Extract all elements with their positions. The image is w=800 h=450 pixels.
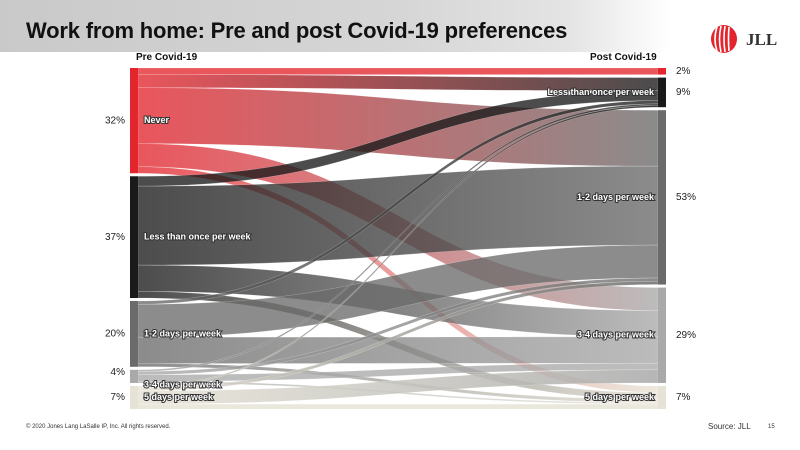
right-node-never (658, 68, 666, 75)
right-node-three_four (658, 287, 666, 383)
logo-text: JLL (746, 30, 778, 49)
left-label-never: Never (144, 115, 170, 125)
source-note: Source: JLL (708, 422, 751, 431)
copyright: © 2020 Jones Lang LaSalle IP, Inc. All r… (26, 424, 171, 430)
right-pct-less_than_once: 9% (676, 87, 691, 98)
left-label-three_four: 3-4 days per week (144, 379, 222, 389)
left-column-header: Pre Covid-19 (136, 52, 198, 63)
right-label-one_two: 1-2 days per week (577, 192, 655, 202)
left-pct-never: 32% (105, 115, 125, 126)
right-pct-five: 7% (676, 392, 691, 403)
left-node-five (130, 385, 138, 409)
right-label-three_four: 3-4 days per week (577, 330, 655, 340)
flow-five-to-five (137, 403, 659, 410)
page-title: Work from home: Pre and post Covid-19 pr… (26, 18, 568, 43)
right-label-five: 5 days per week (585, 392, 655, 402)
left-pct-less_than_once: 37% (105, 232, 125, 243)
right-pct-three_four: 29% (676, 330, 696, 341)
left-label-one_two: 1-2 days per week (144, 328, 222, 338)
right-node-five (658, 385, 666, 409)
left-pct-three_four: 4% (111, 367, 126, 378)
right-pct-one_two: 53% (676, 192, 696, 203)
left-node-less_than_once (130, 176, 138, 299)
page-number: 15 (768, 424, 775, 430)
right-column-header: Post Covid-19 (590, 52, 657, 63)
left-label-less_than_once: Less than once per week (144, 232, 252, 242)
right-node-one_two (658, 110, 666, 285)
left-node-never (130, 68, 138, 174)
title-band (0, 0, 670, 52)
left-label-five: 5 days per week (144, 392, 214, 402)
left-pct-one_two: 20% (105, 329, 125, 340)
flow-never-to-never (137, 67, 659, 75)
right-node-less_than_once (658, 77, 666, 108)
flow-one_two-to-three_four (137, 336, 659, 364)
jll-logo-icon (711, 25, 737, 53)
left-node-one_two (130, 301, 138, 367)
left-node-three_four (130, 369, 138, 383)
right-pct-never: 2% (676, 66, 691, 77)
right-label-less_than_once: Less than once per week (547, 87, 655, 97)
left-pct-five: 7% (111, 392, 126, 403)
